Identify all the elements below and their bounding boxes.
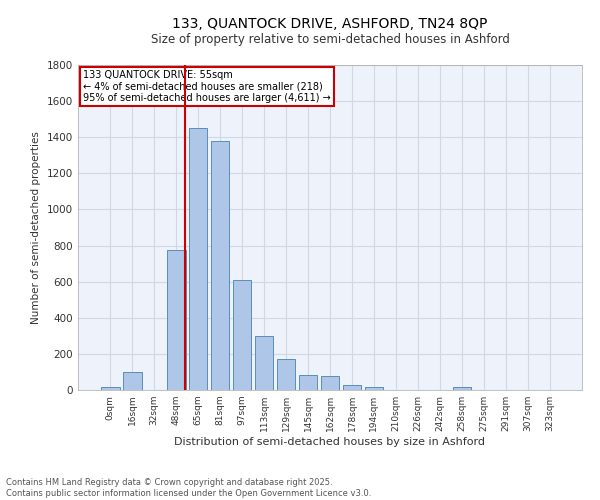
Text: 133 QUANTOCK DRIVE: 55sqm
← 4% of semi-detached houses are smaller (218)
95% of : 133 QUANTOCK DRIVE: 55sqm ← 4% of semi-d… (83, 70, 331, 103)
Bar (452, 388, 471, 390)
Text: 133, QUANTOCK DRIVE, ASHFORD, TN24 8QP: 133, QUANTOCK DRIVE, ASHFORD, TN24 8QP (172, 18, 488, 32)
Y-axis label: Number of semi-detached properties: Number of semi-detached properties (31, 131, 41, 324)
Bar (320, 376, 340, 390)
Bar (277, 360, 295, 390)
Bar (299, 374, 317, 390)
Bar (189, 128, 208, 390)
Bar (123, 372, 142, 390)
Bar (211, 141, 229, 390)
Bar (233, 280, 251, 390)
Text: Size of property relative to semi-detached houses in Ashford: Size of property relative to semi-detach… (151, 32, 509, 46)
Bar (167, 250, 185, 390)
Bar (365, 387, 383, 390)
Bar (255, 336, 274, 390)
Text: Contains HM Land Registry data © Crown copyright and database right 2025.
Contai: Contains HM Land Registry data © Crown c… (6, 478, 371, 498)
X-axis label: Distribution of semi-detached houses by size in Ashford: Distribution of semi-detached houses by … (175, 437, 485, 447)
Bar (101, 388, 119, 390)
Bar (343, 384, 361, 390)
